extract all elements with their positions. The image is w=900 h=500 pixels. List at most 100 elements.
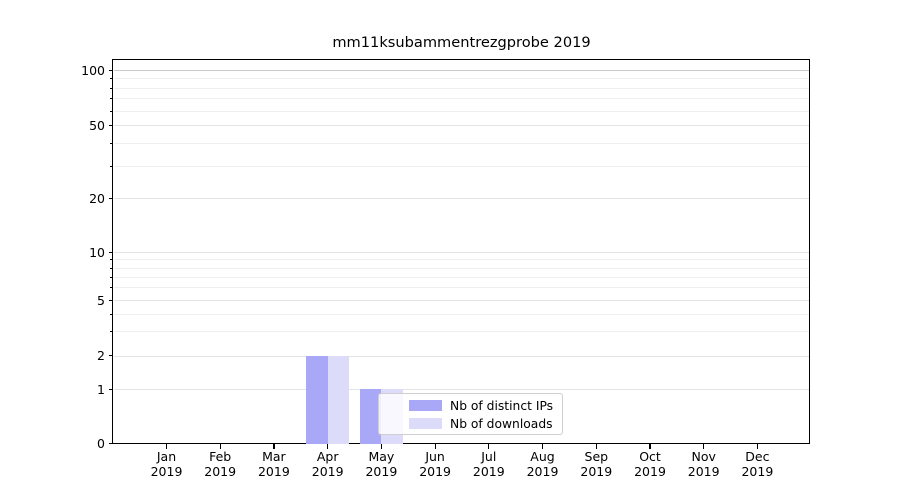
- x-label-month: Jul: [481, 448, 497, 464]
- major-gridline: [114, 389, 809, 390]
- x-label-year: 2019: [150, 464, 183, 480]
- y-axis-tick-label: 5: [97, 292, 105, 308]
- x-label-month: Feb: [209, 448, 232, 464]
- major-gridline: [114, 198, 809, 199]
- x-label-month: Mar: [262, 448, 286, 464]
- y-axis-tick-label: 20: [89, 190, 105, 206]
- x-label-month: May: [368, 448, 395, 464]
- y-axis-minor-tick: [110, 259, 113, 261]
- x-label-year: 2019: [687, 464, 720, 480]
- x-label-year: 2019: [204, 464, 237, 480]
- x-axis-tick: [703, 444, 705, 449]
- x-label-year: 2019: [419, 464, 451, 480]
- x-label-month: Aug: [530, 448, 555, 464]
- x-label-month: Nov: [691, 448, 716, 464]
- x-axis-tick-label: Dec 2019: [725, 449, 789, 480]
- x-label-month: Jan: [156, 448, 177, 464]
- y-axis-minor-tick: [110, 330, 113, 332]
- legend-item-distinct-ips: Nb of distinct IPs: [379, 397, 553, 415]
- x-axis-tick: [273, 444, 275, 449]
- legend-item-downloads: Nb of downloads: [379, 415, 553, 433]
- x-label-month: Oct: [639, 448, 661, 464]
- y-axis-minor-tick: [110, 165, 113, 167]
- x-axis-tick-label: Jul 2019: [457, 449, 521, 480]
- x-label-year: 2019: [526, 464, 559, 480]
- x-label-year: 2019: [634, 464, 666, 480]
- minor-gridline: [114, 142, 809, 144]
- x-axis-tick-label: Oct 2019: [618, 449, 682, 480]
- x-axis-tick-label: Sep 2019: [564, 449, 628, 480]
- legend-label: Nb of distinct IPs: [450, 398, 554, 413]
- x-axis-tick: [380, 444, 383, 449]
- y-axis-minor-tick: [110, 78, 113, 80]
- minor-gridline: [114, 267, 809, 269]
- y-axis-minor-tick: [110, 98, 113, 100]
- major-gridline: [114, 125, 809, 126]
- major-gridline: [114, 355, 809, 357]
- y-axis-tick-label: 100: [81, 62, 105, 78]
- y-axis-tick-label: 0: [97, 436, 105, 451]
- y-axis-minor-tick: [110, 276, 113, 278]
- y-axis-tick-label: 1: [97, 381, 105, 397]
- y-axis-minor-tick: [110, 313, 113, 315]
- y-axis-tick-label: 2: [97, 348, 105, 363]
- minor-gridline: [114, 110, 809, 112]
- y-axis-minor-tick: [110, 110, 113, 112]
- x-label-month: Jun: [425, 448, 445, 464]
- y-axis-tick: [108, 124, 113, 126]
- y-axis-tick: [108, 355, 113, 357]
- legend-label: Nb of downloads: [450, 416, 553, 431]
- minor-gridline: [114, 276, 809, 278]
- y-axis-tick: [108, 69, 113, 71]
- major-gridline: [114, 70, 809, 71]
- x-axis-tick-label: Jun 2019: [403, 449, 467, 480]
- minor-gridline: [114, 98, 809, 100]
- legend-swatch-downloads: [409, 418, 442, 429]
- y-axis-tick-label: 50: [89, 117, 105, 133]
- x-axis-tick-label: Mar 2019: [242, 449, 306, 480]
- major-gridline: [114, 252, 809, 253]
- y-axis-tick: [108, 388, 113, 390]
- x-label-year: 2019: [365, 464, 398, 480]
- y-axis-tick: [108, 299, 113, 301]
- chart-title: mm11ksubammentrezgprobe 2019: [332, 34, 591, 51]
- minor-gridline: [114, 259, 809, 261]
- x-label-month: Apr: [316, 448, 339, 464]
- minor-gridline: [114, 313, 809, 315]
- y-axis-tick: [108, 251, 113, 253]
- x-label-month: Dec: [745, 448, 770, 464]
- legend: Nb of distinct IPs Nb of downloads: [378, 393, 564, 435]
- x-axis-tick: [488, 444, 490, 449]
- legend-swatch-distinct-ips: [409, 400, 442, 411]
- bar-downloads: [327, 355, 350, 444]
- x-axis-tick: [165, 444, 168, 449]
- x-axis-tick-label: Jan 2019: [135, 449, 199, 480]
- x-axis-tick-label: Nov 2019: [672, 449, 736, 480]
- x-axis-tick: [434, 444, 436, 449]
- x-axis-tick: [541, 444, 544, 449]
- plot-border: [112, 58, 810, 445]
- x-label-year: 2019: [741, 464, 774, 480]
- x-axis-tick-label: Feb 2019: [188, 449, 252, 480]
- x-axis-tick: [756, 444, 759, 449]
- x-axis-tick-label: Apr 2019: [296, 449, 360, 480]
- y-axis-minor-tick: [110, 87, 113, 89]
- bar-distinct-ips: [359, 389, 382, 444]
- x-label-year: 2019: [311, 464, 344, 480]
- x-label-year: 2019: [580, 464, 613, 480]
- minor-gridline: [114, 87, 809, 89]
- x-axis-tick: [595, 444, 597, 449]
- x-label-year: 2019: [257, 464, 290, 480]
- x-label-month: Sep: [584, 448, 609, 464]
- minor-gridline: [114, 165, 809, 167]
- x-axis-tick-label: May 2019: [349, 449, 413, 480]
- minor-gridline: [114, 330, 809, 332]
- y-axis-tick-label: 10: [89, 244, 105, 260]
- x-axis-tick-label: Aug 2019: [511, 449, 575, 480]
- minor-gridline: [114, 78, 809, 80]
- bar-distinct-ips: [306, 355, 328, 444]
- y-axis-minor-tick: [110, 142, 113, 144]
- x-label-year: 2019: [472, 464, 505, 480]
